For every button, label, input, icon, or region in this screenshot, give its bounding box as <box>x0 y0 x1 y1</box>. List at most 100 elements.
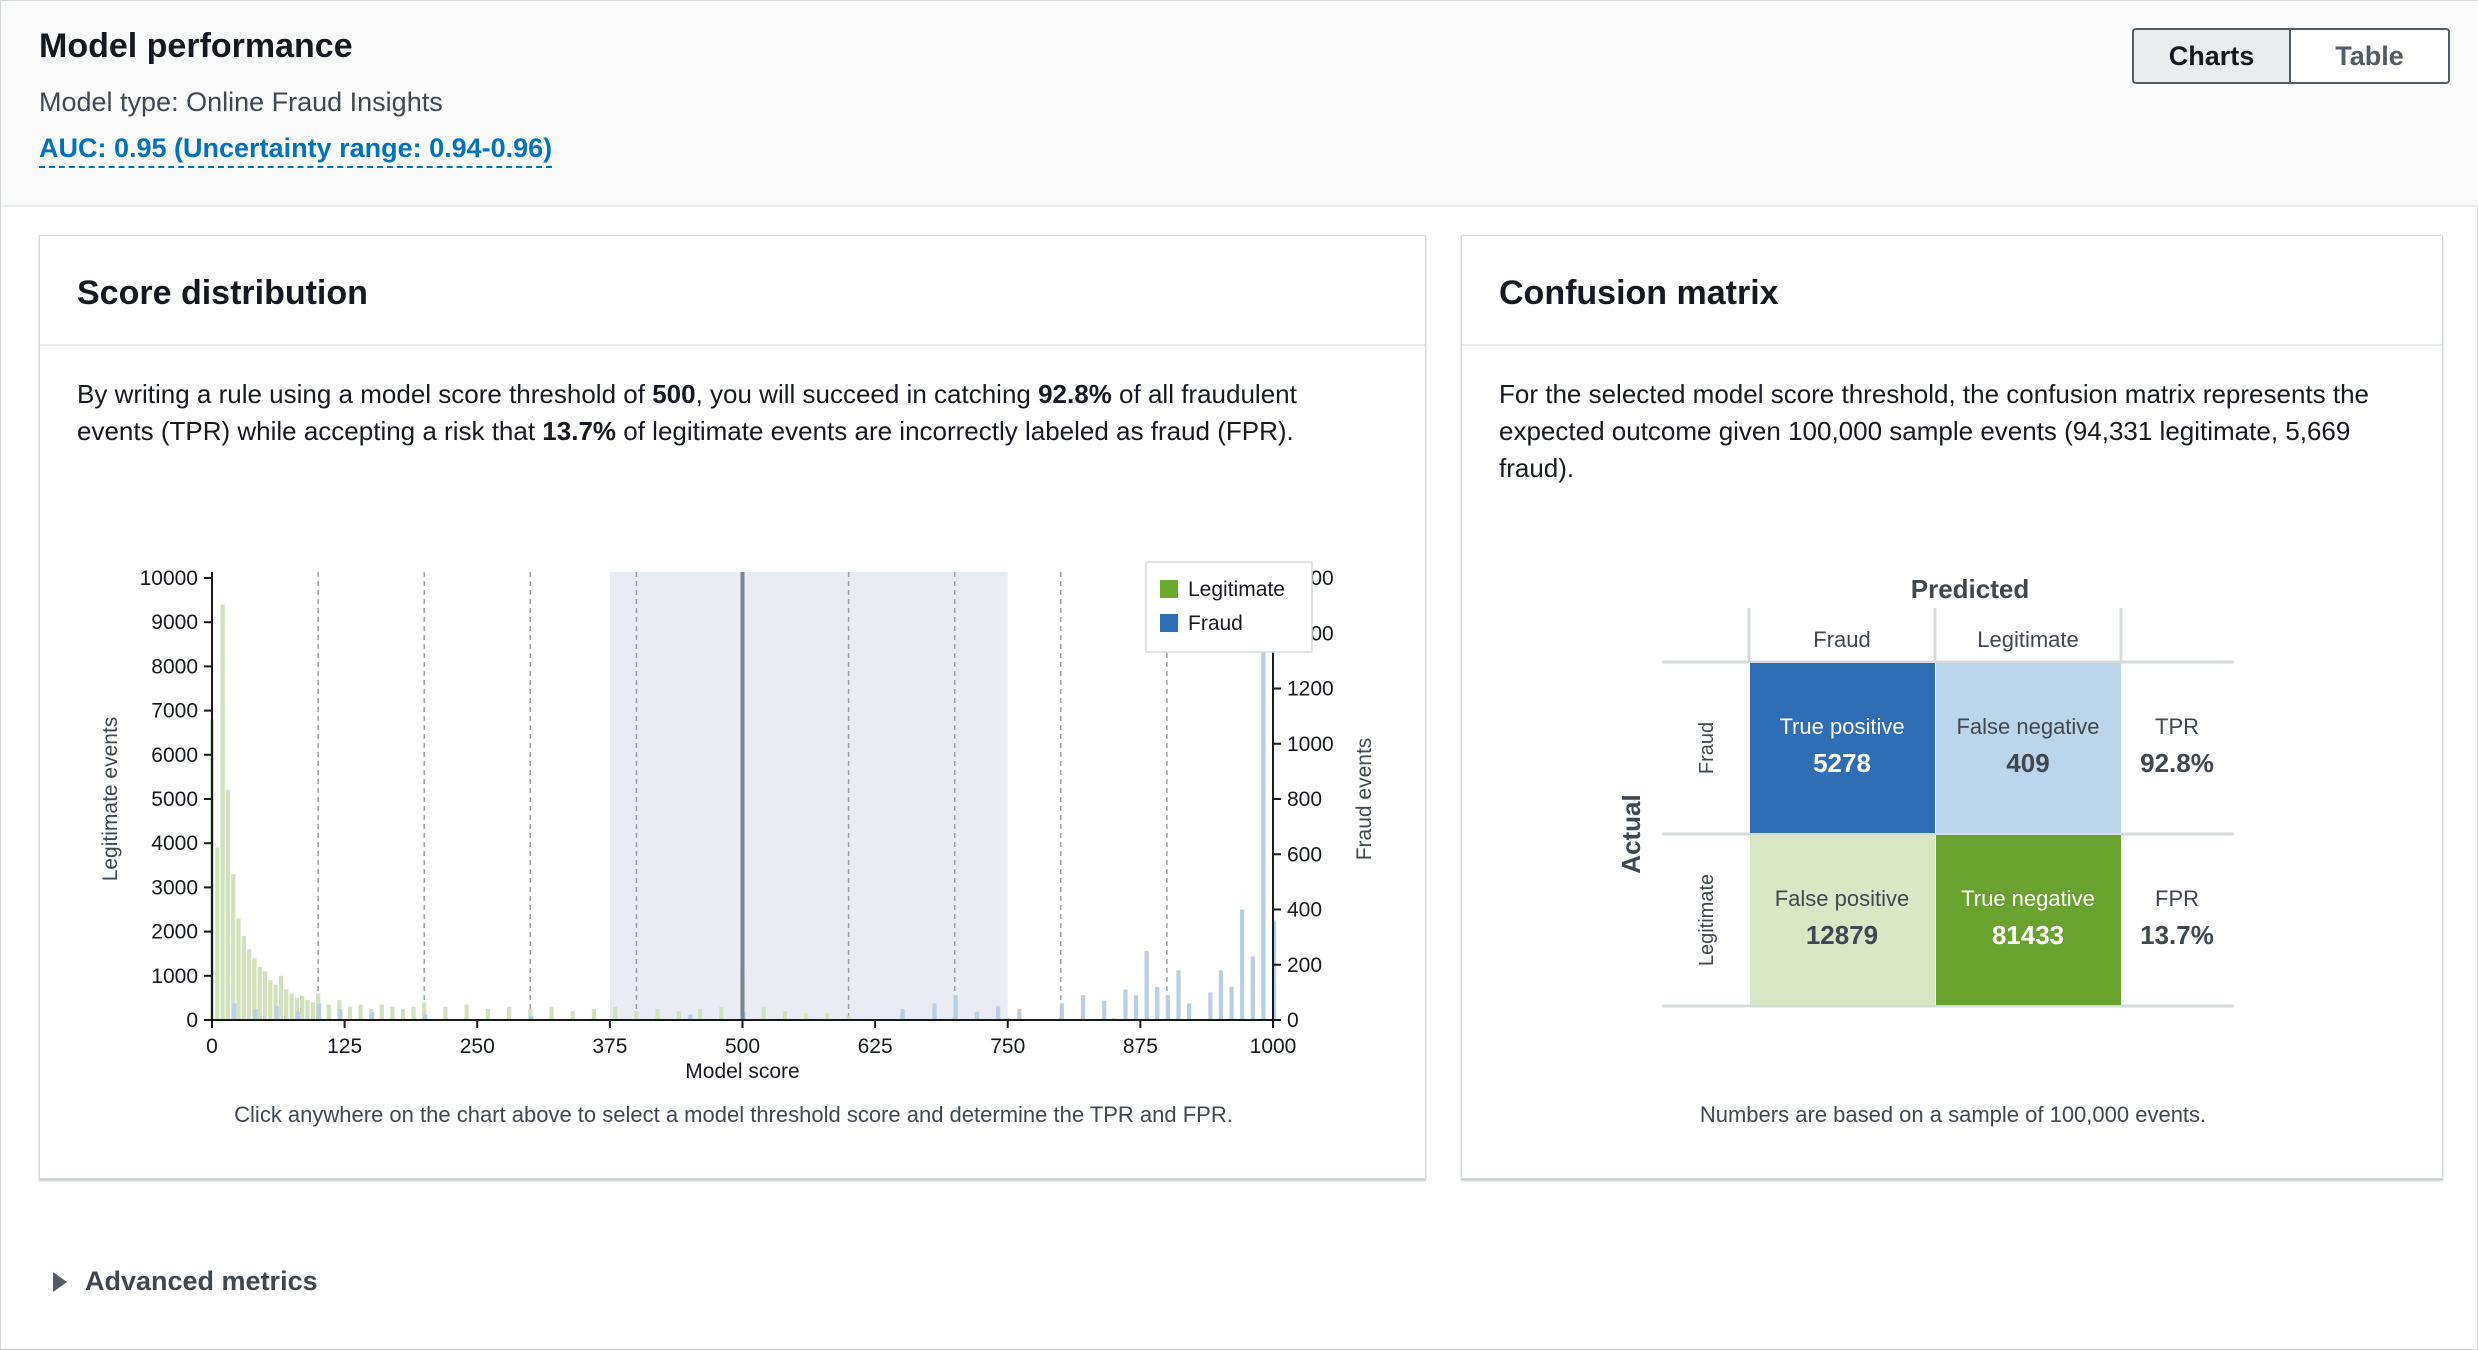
legitimate-bar <box>289 993 294 1020</box>
legend-box <box>1145 561 1313 653</box>
fraud-bar <box>1229 986 1234 1020</box>
fraud-bar <box>1059 1003 1064 1020</box>
fraud-bar <box>688 1014 693 1020</box>
legitimate-bar <box>782 1011 788 1020</box>
confusion-description: For the selected model score threshold, … <box>1499 379 2369 483</box>
col-label-legitimate: Legitimate <box>1977 627 2079 652</box>
row-label-legitimate: Legitimate <box>1696 874 1718 966</box>
legitimate-bar <box>220 604 225 1020</box>
legitimate-bar <box>719 1006 724 1020</box>
fraud-bar <box>974 1011 980 1020</box>
legitimate-bar <box>294 997 300 1020</box>
x-tick-label: 375 <box>592 1035 627 1058</box>
fraud-bar <box>274 1006 279 1020</box>
panel-header: Score distribution <box>40 236 1425 346</box>
legitimate-bar <box>310 1002 315 1020</box>
fraud-bar <box>370 1011 375 1020</box>
advanced-metrics-toggle[interactable]: Advanced metrics <box>53 1266 318 1297</box>
table-button[interactable]: Table <box>2291 28 2450 84</box>
legitimate-bar <box>825 1013 830 1020</box>
legitimate-bar <box>257 966 262 1020</box>
legitimate-bar <box>613 1006 618 1020</box>
legitimate-bar <box>422 1002 427 1020</box>
fraud-bar <box>900 1008 905 1020</box>
false-negative-label: False negative <box>1956 714 2099 739</box>
y2-tick-label: 1000 <box>1287 733 1334 756</box>
false-negative-value: 409 <box>2006 748 2049 778</box>
tpr-label: TPR <box>2155 714 2199 739</box>
score-distribution-chart[interactable]: 0 125 250 375 500 625 750 875 100001000200030004… <box>60 526 1380 1106</box>
y-tick-label: 1000 <box>151 965 198 988</box>
y2-tick-label: 800 <box>1287 788 1322 811</box>
legitimate-bar <box>411 1006 416 1020</box>
y-axis-label: Legitimate events <box>99 717 122 882</box>
fraud-bar <box>529 1015 534 1020</box>
desc-text: By writing a rule using a model score th… <box>77 379 653 409</box>
fraud-bar <box>1240 909 1245 1020</box>
true-negative-cell <box>1936 835 2121 1005</box>
fraud-bar <box>1080 995 1086 1020</box>
y-tick-label: 7000 <box>151 700 198 723</box>
legitimate-bar <box>390 1006 395 1020</box>
y-tick-label: 6000 <box>151 744 198 767</box>
y2-tick-label: 400 <box>1287 899 1322 922</box>
fraud-bar <box>1208 992 1213 1020</box>
legitimate-bar <box>443 1006 448 1020</box>
legitimate-bar <box>300 995 305 1020</box>
fraud-bar <box>1165 995 1171 1020</box>
charts-button[interactable]: Charts <box>2132 28 2291 84</box>
legitimate-bar <box>247 949 252 1020</box>
legitimate-bar <box>804 1013 809 1020</box>
row-label-fraud: Fraud <box>1696 722 1718 774</box>
legitimate-bar <box>252 958 257 1020</box>
legitimate-bar <box>676 1011 681 1020</box>
legitimate-bar <box>485 1008 490 1020</box>
fraud-bar <box>953 995 958 1020</box>
legitimate-bar <box>326 1004 331 1020</box>
panel-title: Score distribution <box>77 274 368 312</box>
desc-text: events (TPR) while accepting a risk that <box>77 416 543 446</box>
y-tick-label: 0 <box>186 1009 198 1032</box>
page-title: Model performance <box>39 27 353 65</box>
legitimate-bar <box>278 975 284 1020</box>
fraud-bar <box>232 1003 237 1020</box>
legitimate-bar <box>846 1015 851 1020</box>
legitimate-bar <box>655 1008 660 1020</box>
legitimate-bar <box>634 1011 639 1020</box>
fraud-bar <box>1123 989 1128 1020</box>
x-tick-label: 125 <box>327 1035 362 1058</box>
fraud-bar <box>1186 1003 1192 1020</box>
fraud-bar <box>1017 1008 1022 1020</box>
y2-tick-label: 1200 <box>1287 678 1334 701</box>
caret-right-icon <box>53 1271 67 1292</box>
y-tick-label: 5000 <box>151 788 198 811</box>
legitimate-bar <box>225 790 231 1020</box>
fraud-bar <box>932 1003 937 1020</box>
auc-link[interactable]: AUC: 0.95 (Uncertainty range: 0.94-0.96) <box>39 133 553 168</box>
x-tick-label: 875 <box>1123 1035 1158 1058</box>
predicted-label: Predicted <box>1911 574 2030 604</box>
legitimate-bar <box>268 980 273 1020</box>
fpr-value: 13.7% <box>2140 920 2214 950</box>
threshold-value: 500 <box>652 379 696 409</box>
desc-text: of legitimate events are incorrectly lab… <box>616 416 1294 446</box>
legend-label-fraud: Fraud <box>1188 612 1243 635</box>
y-tick-label: 2000 <box>151 921 198 944</box>
false-positive-label: False positive <box>1775 886 1910 911</box>
true-positive-value: 5278 <box>1813 748 1871 778</box>
x-tick-label: 750 <box>990 1035 1025 1058</box>
legitimate-bar <box>262 971 268 1020</box>
y-tick-label: 10000 <box>140 567 198 590</box>
legitimate-bar <box>347 1006 353 1020</box>
legitimate-bar <box>241 936 246 1020</box>
x-tick-label: 250 <box>460 1035 495 1058</box>
fraud-bar <box>423 1014 428 1020</box>
legitimate-bar <box>379 1004 384 1020</box>
fraud-bar <box>1102 1000 1107 1020</box>
panel-title: Confusion matrix <box>1499 274 1779 312</box>
fraud-bar <box>295 1011 301 1020</box>
panel-header: Confusion matrix <box>1462 236 2442 346</box>
fraud-bar <box>996 1006 1001 1020</box>
y-tick-label: 9000 <box>151 611 198 634</box>
